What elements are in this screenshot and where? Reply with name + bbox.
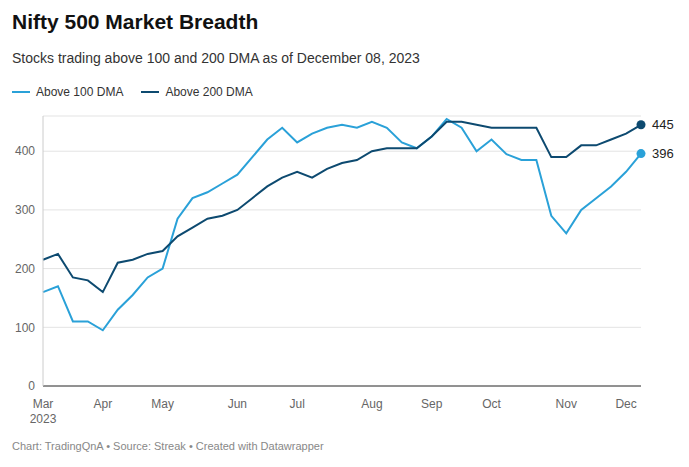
html-text:Above 200 DMA: Above 200 DMA: [165, 85, 253, 99]
svg-text:May: May: [151, 397, 174, 411]
svg-text:0: 0: [28, 379, 35, 393]
html-text:Stocks trading above 100 and 2: Stocks trading above 100 and 200 DMA as …: [12, 50, 420, 66]
svg-text:Oct: Oct: [482, 397, 501, 411]
svg-text:Jun: Jun: [228, 397, 247, 411]
svg-text:400: 400: [15, 144, 35, 158]
svg-text:Nov: Nov: [556, 397, 577, 411]
svg-text:100: 100: [15, 321, 35, 335]
html-text:Chart: TradingQnA • Source: St: Chart: TradingQnA • Source: Streak • Cre…: [12, 440, 324, 452]
svg-text:Aug: Aug: [361, 397, 382, 411]
svg-text:Mar2023: Mar2023: [30, 397, 57, 426]
svg-text:445: 445: [652, 117, 674, 132]
html-text:Nifty 500 Market Breadth: Nifty 500 Market Breadth: [12, 10, 259, 33]
svg-text:300: 300: [15, 203, 35, 217]
svg-text:200: 200: [15, 262, 35, 276]
svg-text:Sep: Sep: [421, 397, 443, 411]
svg-text:Jul: Jul: [289, 397, 304, 411]
svg-text:Apr: Apr: [93, 397, 112, 411]
svg-text:396: 396: [652, 146, 674, 161]
svg-text:Dec: Dec: [615, 397, 636, 411]
html-text:Above 100 DMA: Above 100 DMA: [36, 85, 124, 99]
